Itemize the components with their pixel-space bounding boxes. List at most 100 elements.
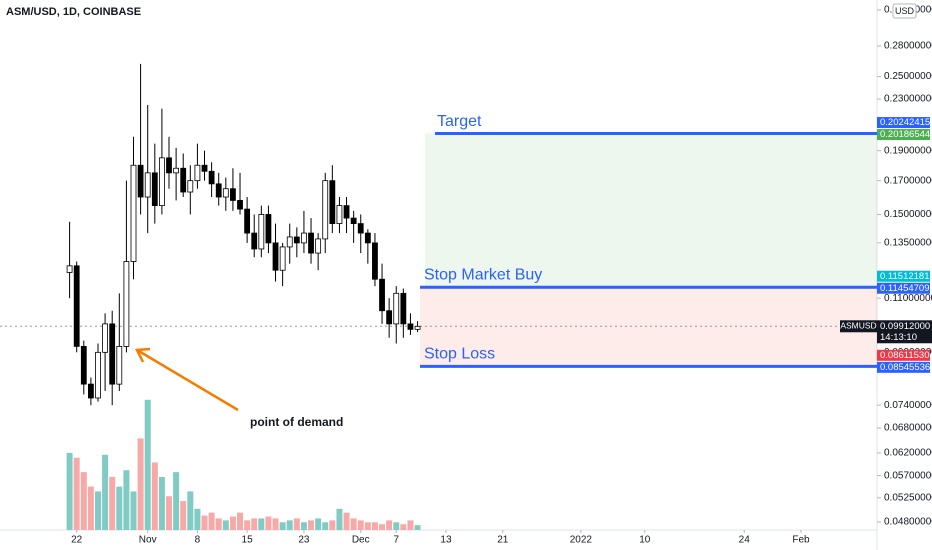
- levels: Target Stop Market Buy Stop Loss: [420, 113, 877, 368]
- candle-body: [293, 236, 300, 244]
- candle-body: [379, 278, 385, 312]
- level-price-box: [877, 349, 930, 361]
- candle-body: [95, 351, 101, 399]
- volume-bar: [144, 399, 151, 530]
- candle-body: [393, 292, 400, 325]
- currency-badge-box[interactable]: [892, 3, 917, 19]
- level-price-label: 0.11512181: [880, 271, 930, 282]
- candle-body: [265, 214, 272, 244]
- volume-bar: [329, 520, 336, 530]
- level-price-label: 0.11454709: [880, 283, 930, 294]
- level-price-label: 0.20186544: [880, 129, 930, 140]
- y-tick-label: 0.06200000: [884, 448, 932, 459]
- y-tick-label: 0.25000000: [884, 71, 932, 82]
- candle-body: [414, 325, 421, 330]
- candle-body: [102, 323, 108, 353]
- candle-body: [258, 214, 265, 250]
- volume-bar: [336, 508, 343, 530]
- y-tick-label: 0.23000000: [884, 94, 932, 105]
- candle-body: [407, 323, 414, 330]
- candle-body: [308, 232, 314, 254]
- x-tick-label: 7: [393, 535, 399, 546]
- current-price-box: [877, 320, 932, 344]
- candle-body: [66, 265, 73, 273]
- volume-bar: [308, 520, 315, 530]
- volume-bar: [102, 454, 109, 530]
- candle-body: [180, 167, 187, 193]
- x-tick-label: 10: [639, 535, 651, 546]
- volume-bar: [173, 472, 180, 530]
- y-tick-label: 0.05250000: [884, 492, 932, 503]
- volume-bar: [137, 438, 144, 530]
- candle-body: [137, 164, 144, 198]
- countdown: 14:13:10: [880, 332, 917, 343]
- volume: [66, 399, 421, 530]
- candle-body: [237, 200, 243, 210]
- volume-bar: [109, 476, 116, 530]
- level-price-box: [877, 282, 930, 294]
- volume-bar: [151, 462, 158, 530]
- y-tick-label: 0.28000000: [884, 41, 932, 52]
- x-tick-label: 22: [71, 535, 83, 546]
- candle-body: [215, 183, 222, 198]
- level-name: Stop Loss: [424, 346, 495, 363]
- candle-body: [173, 167, 180, 174]
- candle-body: [123, 261, 130, 347]
- volume-bar: [222, 520, 229, 530]
- volume-bar: [87, 486, 94, 530]
- candle-body: [80, 346, 87, 385]
- volume-bar: [407, 520, 414, 530]
- candle-body: [87, 383, 94, 399]
- x-tick-label: 13: [440, 535, 452, 546]
- x-tick-label: 15: [242, 535, 254, 546]
- candle-body: [372, 242, 378, 280]
- candle-body: [315, 238, 322, 254]
- candle-body: [322, 180, 329, 240]
- zones: [0, 133, 877, 367]
- candle-body: [301, 232, 307, 244]
- volume-bar: [187, 491, 194, 530]
- level-price-label: 0.08545536: [880, 362, 930, 373]
- candle-body: [350, 217, 357, 225]
- volume-bar: [343, 512, 350, 530]
- volume-bar: [258, 518, 265, 530]
- volume-bar: [293, 518, 300, 530]
- y-tick-label: 0.15000000: [884, 209, 932, 220]
- y-tick-label: 0.05700000: [884, 470, 932, 481]
- volume-bar: [229, 516, 236, 530]
- candle-body: [144, 172, 151, 198]
- candle-body: [364, 232, 371, 244]
- volume-bar: [386, 520, 393, 530]
- candle-body: [251, 232, 258, 250]
- candle-body: [400, 292, 407, 325]
- volume-bar: [244, 520, 251, 530]
- y-tick-label: 0.07400000: [884, 400, 932, 411]
- candle-body: [151, 172, 158, 207]
- volume-bar: [414, 525, 421, 530]
- candle-body: [116, 346, 123, 385]
- volume-bar: [300, 522, 307, 530]
- candle-body: [272, 242, 279, 271]
- currency-badge[interactable]: USD: [895, 6, 915, 16]
- x-tick-label: 2022: [570, 535, 593, 546]
- volume-bar: [393, 522, 400, 530]
- volume-bar: [286, 520, 293, 530]
- candle-body: [230, 188, 236, 201]
- volume-bar: [357, 520, 364, 530]
- level-price-box: [877, 117, 930, 129]
- y-tick-label: 0.06800000: [884, 423, 932, 434]
- candle-body: [159, 157, 165, 207]
- candle-body: [109, 323, 116, 385]
- candle-body: [73, 265, 80, 347]
- volume-bar: [123, 470, 130, 530]
- volume-bar: [364, 522, 371, 530]
- volume-bar: [116, 486, 123, 530]
- level-price-box: [877, 129, 930, 141]
- volume-bar: [201, 515, 208, 530]
- volume-bar: [265, 516, 272, 530]
- volume-bar: [371, 522, 378, 530]
- volume-bar: [215, 518, 222, 530]
- candle-body: [386, 310, 393, 325]
- candle-body: [194, 164, 201, 182]
